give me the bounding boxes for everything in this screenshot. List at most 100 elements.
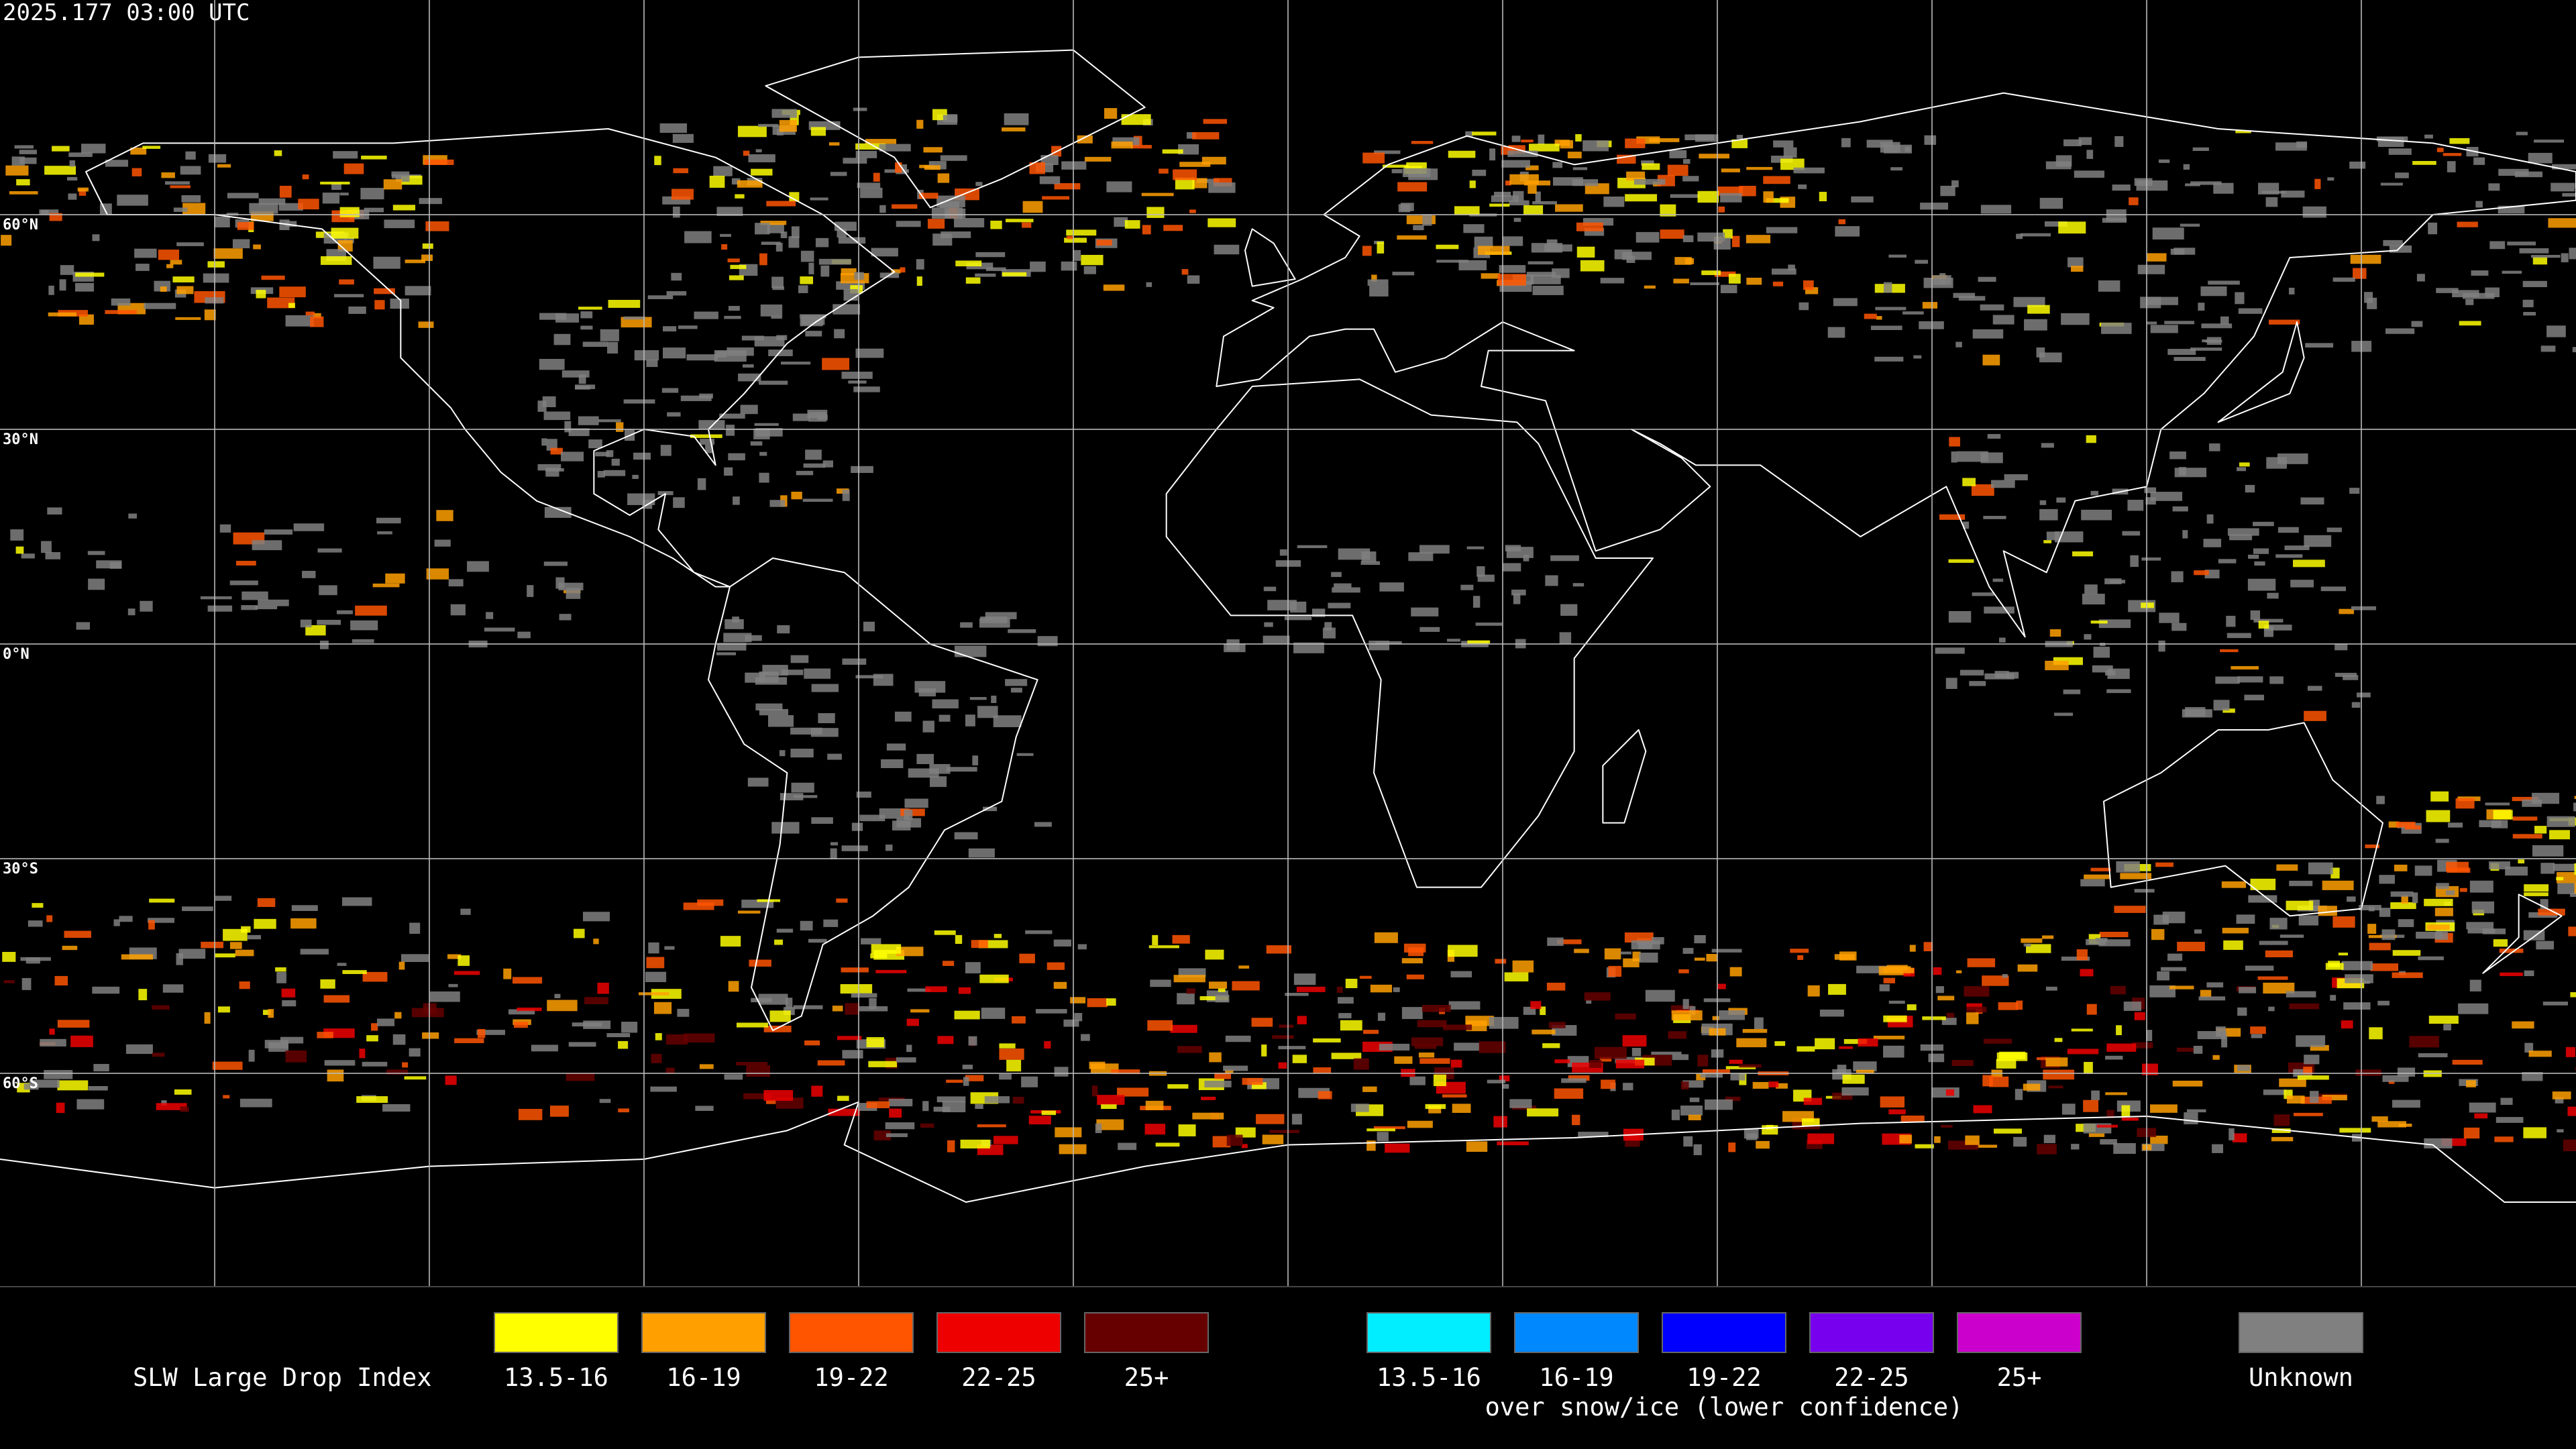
cloud-patch xyxy=(2443,1024,2451,1031)
cloud-patch xyxy=(41,541,52,553)
cloud-patch xyxy=(1644,285,1656,289)
cloud-patch xyxy=(1393,987,1400,992)
cloud-patch xyxy=(1117,1087,1149,1097)
cloud-patch xyxy=(1433,1074,1446,1087)
cloud-patch xyxy=(1296,986,1326,992)
cloud-patch xyxy=(1888,1000,1905,1004)
cloud-patch xyxy=(1572,583,1585,587)
cloud-patch xyxy=(2298,915,2319,926)
cloud-patch xyxy=(404,1076,427,1080)
cloud-patch xyxy=(1874,356,1904,362)
cloud-patch xyxy=(1173,975,1205,983)
cloud-patch xyxy=(1186,132,1197,139)
cloud-patch xyxy=(1999,1051,2026,1059)
cloud-patch xyxy=(2569,248,2576,260)
cloud-patch xyxy=(1615,1013,1636,1020)
cloud-patch xyxy=(1635,1057,1655,1066)
cloud-patch xyxy=(900,808,925,816)
cloud-patch xyxy=(665,1067,675,1074)
cloud-patch xyxy=(837,1095,849,1102)
cloud-patch xyxy=(1458,260,1487,270)
cloud-patch xyxy=(977,706,998,718)
cloud-patch xyxy=(2494,1136,2514,1142)
cloud-patch xyxy=(2263,982,2295,994)
cloud-patch xyxy=(1089,1061,1106,1069)
cloud-patch xyxy=(2412,160,2436,165)
cloud-patch xyxy=(804,1040,820,1046)
cloud-patch xyxy=(1204,1081,1232,1087)
cloud-patch xyxy=(2296,1035,2326,1047)
cloud-patch xyxy=(1419,545,1450,554)
cloud-patch xyxy=(2332,277,2355,282)
cloud-patch xyxy=(2182,530,2188,539)
cloud-patch xyxy=(2266,457,2287,469)
cloud-patch xyxy=(1192,178,1208,189)
cloud-patch xyxy=(1743,1128,1759,1139)
cloud-patch xyxy=(2436,288,2459,293)
cloud-patch xyxy=(253,244,261,250)
cloud-patch xyxy=(2206,514,2214,524)
cloud-patch xyxy=(843,158,867,164)
cloud-patch xyxy=(2013,1136,2027,1147)
cloud-patch xyxy=(663,347,686,359)
cloud-patch xyxy=(775,242,783,252)
cloud-patch xyxy=(2293,559,2325,568)
cloud-patch xyxy=(1530,1001,1542,1010)
cloud-patch xyxy=(842,1050,863,1059)
cloud-patch xyxy=(763,1025,792,1032)
cloud-patch xyxy=(1883,282,1892,293)
cloud-patch xyxy=(2090,621,2108,624)
cloud-patch xyxy=(732,616,739,623)
cloud-patch xyxy=(1175,177,1195,190)
cloud-patch xyxy=(1660,204,1676,217)
cloud-patch xyxy=(2091,1090,2100,1101)
cloud-patch xyxy=(1843,1038,1868,1044)
cloud-patch xyxy=(645,971,667,983)
cloud-patch xyxy=(1170,1024,1197,1033)
cloud-patch xyxy=(1962,478,1976,486)
cloud-patch xyxy=(737,910,761,914)
cloud-patch xyxy=(2401,895,2408,904)
cloud-patch xyxy=(841,967,869,973)
cloud-patch xyxy=(174,1089,192,1095)
cloud-patch xyxy=(1685,258,1695,264)
cloud-patch xyxy=(572,1022,602,1027)
latitude-label: 0°N xyxy=(3,646,30,663)
cloud-patch xyxy=(965,962,981,973)
cloud-patch xyxy=(1146,282,1152,287)
cloud-patch xyxy=(2573,802,2576,812)
cloud-patch xyxy=(1982,975,2009,986)
cloud-patch xyxy=(76,1099,105,1110)
cloud-patch xyxy=(771,109,797,118)
cloud-patch xyxy=(1272,1035,1294,1039)
cloud-patch xyxy=(1547,937,1564,947)
cloud-patch xyxy=(1972,592,1994,596)
cloud-patch xyxy=(1529,144,1560,152)
cloud-patch xyxy=(1526,272,1556,276)
cloud-patch xyxy=(2048,1085,2063,1089)
cloud-patch xyxy=(1772,281,1784,286)
cloud-patch xyxy=(1545,575,1558,586)
cloud-patch xyxy=(2071,1028,2093,1032)
cloud-patch xyxy=(2500,1097,2513,1105)
cloud-patch xyxy=(810,127,826,136)
cloud-patch xyxy=(1096,239,1112,246)
cloud-patch xyxy=(2039,508,2058,521)
legend-label: 13.5-16 xyxy=(504,1363,608,1392)
cloud-patch xyxy=(955,934,963,945)
cloud-patch xyxy=(1509,200,1529,206)
cloud-patch xyxy=(735,194,745,199)
cloud-patch xyxy=(1998,637,2006,643)
cloud-patch xyxy=(1063,1019,1079,1027)
cloud-patch xyxy=(855,150,877,158)
cloud-patch xyxy=(2284,545,2310,551)
cloud-patch xyxy=(803,463,826,468)
cloud-patch xyxy=(2055,155,2072,167)
cloud-patch xyxy=(705,444,714,453)
cloud-patch xyxy=(1499,265,1526,273)
cloud-patch xyxy=(1712,1016,1720,1020)
cloud-patch xyxy=(2172,506,2188,512)
cloud-patch xyxy=(208,154,227,163)
cloud-patch xyxy=(1572,1114,1580,1126)
cloud-patch xyxy=(2279,934,2304,938)
